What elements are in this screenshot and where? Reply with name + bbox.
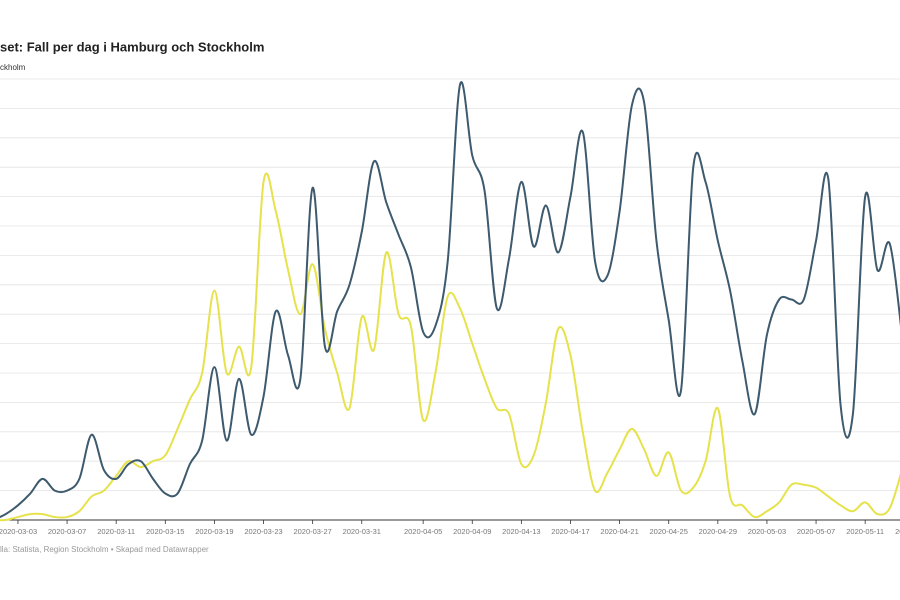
x-tick-label: 2020-05-11 <box>846 527 884 536</box>
x-tick-label: 2020-03-15 <box>146 527 184 536</box>
chart-title: set: Fall per dag i Hamburg och Stockhol… <box>0 39 264 54</box>
x-tick-label: 2020-03-03 <box>0 527 37 536</box>
data-line <box>0 172 900 522</box>
x-tick-label: 2020-05-07 <box>797 527 835 536</box>
x-tick-label: 2020-04-17 <box>551 527 589 536</box>
x-tick-label: 2020-03-07 <box>48 527 86 536</box>
data-line <box>0 81 900 519</box>
x-tick-label: 2020-03-23 <box>244 527 282 536</box>
x-tick-label: 2020-03-11 <box>97 527 135 536</box>
x-tick-label: 2020-04-13 <box>502 527 540 536</box>
x-tick-label: 2020-03-19 <box>195 527 233 536</box>
x-tick-label: 2020-04-29 <box>699 527 737 536</box>
x-tick-label: 2020-04-05 <box>404 527 442 536</box>
source-note: lla: Statista, Region Stockholm • Skapad… <box>0 545 209 554</box>
x-tick-label: 2020-04-09 <box>453 527 491 536</box>
x-tick-label: 2020-03-31 <box>343 527 381 536</box>
x-tick-label: 2020-05-03 <box>748 527 786 536</box>
x-tick-label: 2020-03-27 <box>293 527 331 536</box>
x-tick-label: 2020-05-15 <box>895 527 900 536</box>
x-tick-label: 2020-04-21 <box>600 527 638 536</box>
x-tick-label: 2020-04-25 <box>650 527 688 536</box>
chart-subtitle: ckholm <box>0 63 26 72</box>
